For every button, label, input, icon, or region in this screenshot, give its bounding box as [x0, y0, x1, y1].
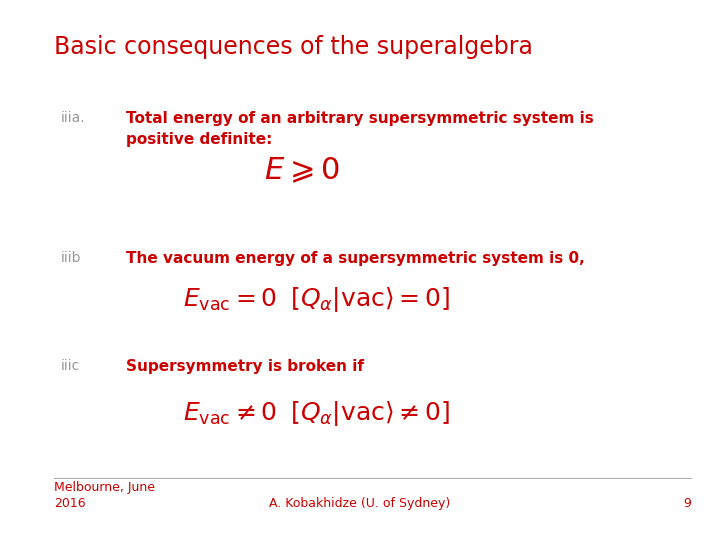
Text: Basic consequences of the superalgebra: Basic consequences of the superalgebra — [54, 35, 533, 59]
Text: Supersymmetry is broken if: Supersymmetry is broken if — [126, 359, 364, 374]
Text: $E_{\mathrm{vac}} \neq 0 \;\; [Q_{\alpha}|\mathrm{vac}\rangle \neq 0]$: $E_{\mathrm{vac}} \neq 0 \;\; [Q_{\alpha… — [183, 399, 451, 428]
Text: A. Kobakhidze (U. of Sydney): A. Kobakhidze (U. of Sydney) — [269, 497, 451, 510]
Text: iiib: iiib — [61, 251, 81, 265]
Text: iiia.: iiia. — [61, 111, 86, 125]
Text: $E \geqslant 0$: $E \geqslant 0$ — [264, 156, 341, 185]
Text: Total energy of an arbitrary supersymmetric system is
positive definite:: Total energy of an arbitrary supersymmet… — [126, 111, 594, 147]
Text: Melbourne, June
2016: Melbourne, June 2016 — [54, 481, 155, 510]
Text: The vacuum energy of a supersymmetric system is 0,: The vacuum energy of a supersymmetric sy… — [126, 251, 585, 266]
Text: iiic: iiic — [61, 359, 81, 373]
Text: $E_{\mathrm{vac}} = 0 \;\; [Q_{\alpha}|\mathrm{vac}\rangle = 0]$: $E_{\mathrm{vac}} = 0 \;\; [Q_{\alpha}|\… — [183, 285, 451, 314]
Text: 9: 9 — [683, 497, 691, 510]
